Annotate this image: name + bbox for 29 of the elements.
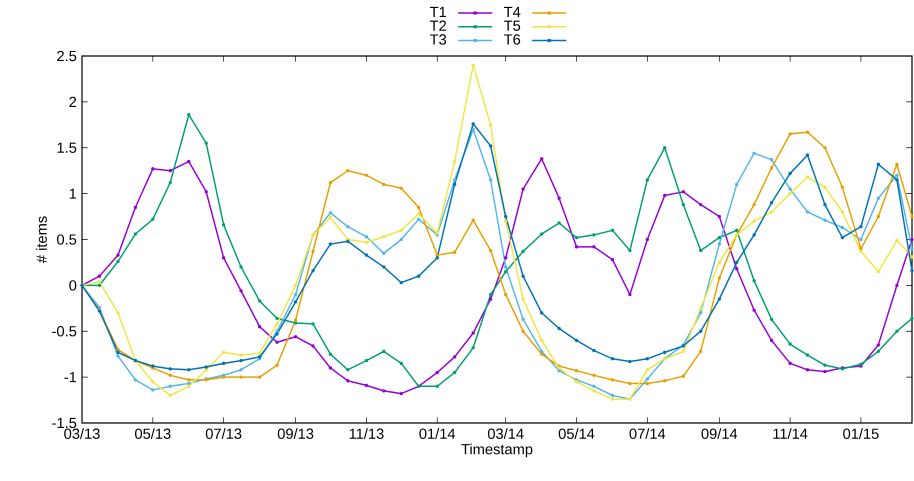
x-tick-label: 01/15 <box>843 428 879 439</box>
x-tick-label: 07/14 <box>630 428 666 439</box>
x-tick-label: 11/13 <box>350 428 384 439</box>
legend-label: T2 <box>430 20 446 31</box>
y-tick-label: 1 <box>70 188 76 199</box>
y-tick-label: 1.5 <box>58 142 76 153</box>
legend-label: T6 <box>504 34 520 45</box>
legend-label: T4 <box>504 6 520 17</box>
y-tick-label: 2 <box>69 96 76 107</box>
x-tick-label: 05/13 <box>135 428 171 439</box>
x-tick-label: 03/14 <box>488 428 524 439</box>
y-tick-label: -1.5 <box>52 418 76 428</box>
y-axis-title: # items <box>36 216 47 264</box>
x-tick-label: 05/14 <box>558 428 594 439</box>
x-tick-label: 09/13 <box>278 428 314 439</box>
legend-label: T1 <box>430 6 446 17</box>
x-tick-label: 09/14 <box>702 428 738 439</box>
x-tick-label: 07/13 <box>206 428 242 439</box>
x-tick-label: 03/13 <box>64 428 100 439</box>
y-tick-label: 0 <box>69 280 76 291</box>
y-tick-label: 2.5 <box>57 50 76 62</box>
x-axis-title: Timestamp <box>461 444 532 458</box>
y-tick-label: 0.5 <box>57 234 76 245</box>
x-tick-label: 11/14 <box>773 428 808 439</box>
y-tick-label: -1 <box>64 372 76 382</box>
legend-label: T5 <box>504 20 520 31</box>
y-tick-label: -0.5 <box>52 326 76 336</box>
legend-label: T3 <box>430 34 446 45</box>
x-tick-label: 01/14 <box>419 428 456 439</box>
